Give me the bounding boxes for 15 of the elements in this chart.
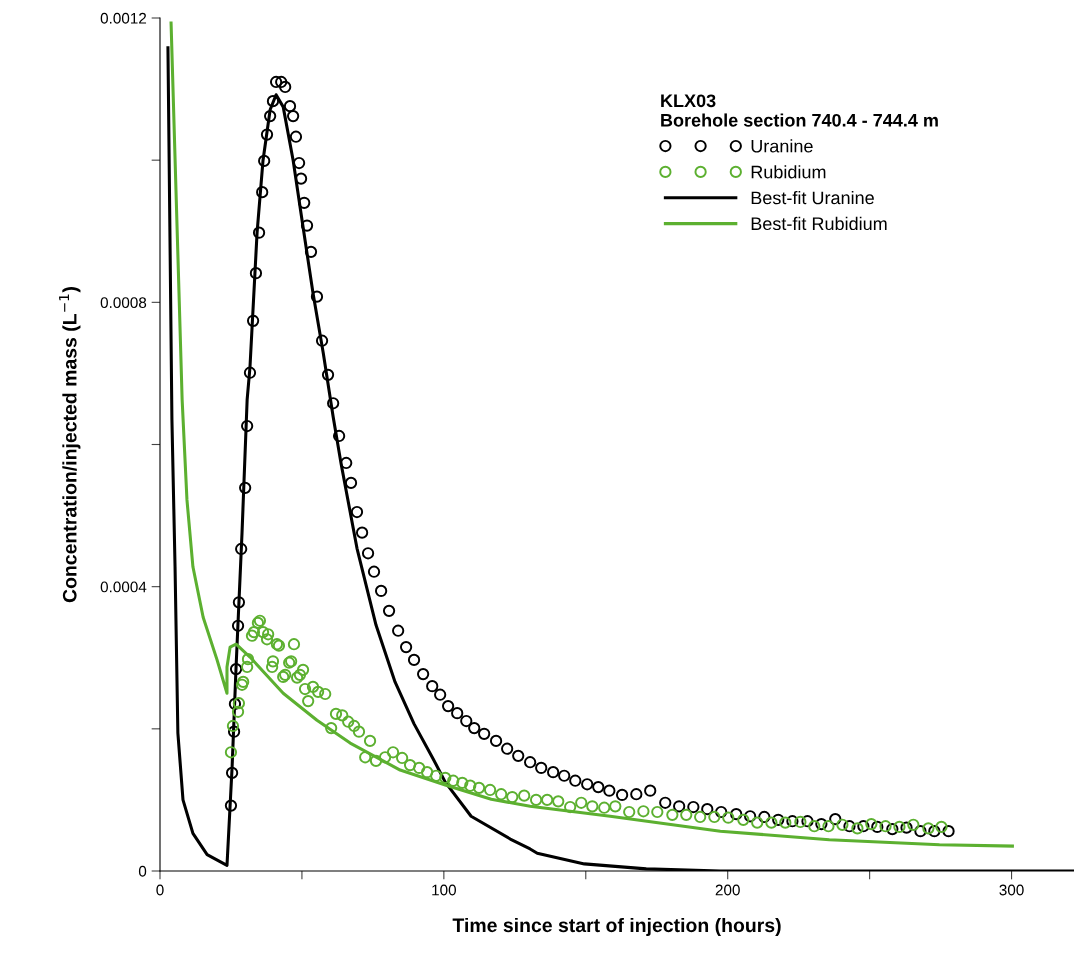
x-tick-label: 200 bbox=[715, 884, 740, 896]
y-axis-title: Concentration/injected mass (L$^{−1}$) bbox=[59, 287, 81, 603]
legend-label: Uranine bbox=[751, 139, 813, 153]
y-tick-label: 0.0012 bbox=[100, 12, 147, 24]
legend-label: Rubidium bbox=[751, 165, 826, 179]
legend-label: Best-fit Rubidium bbox=[751, 216, 887, 231]
x-tick-label: 0 bbox=[156, 884, 164, 896]
x-tick-label: 300 bbox=[999, 884, 1024, 896]
y-tick-label: 0.0008 bbox=[100, 297, 147, 309]
legend-title: KLX03 Borehole section 740.4 - 744.4 m bbox=[661, 94, 938, 127]
x-tick-label: 100 bbox=[432, 884, 456, 896]
y-tick-label: 0.0004 bbox=[100, 581, 147, 593]
legend-label: Best-fit Uranine bbox=[751, 190, 874, 205]
y-tick-label: 0 bbox=[138, 865, 147, 877]
x-axis-title: Time since start of injection (hours) bbox=[452, 917, 781, 937]
